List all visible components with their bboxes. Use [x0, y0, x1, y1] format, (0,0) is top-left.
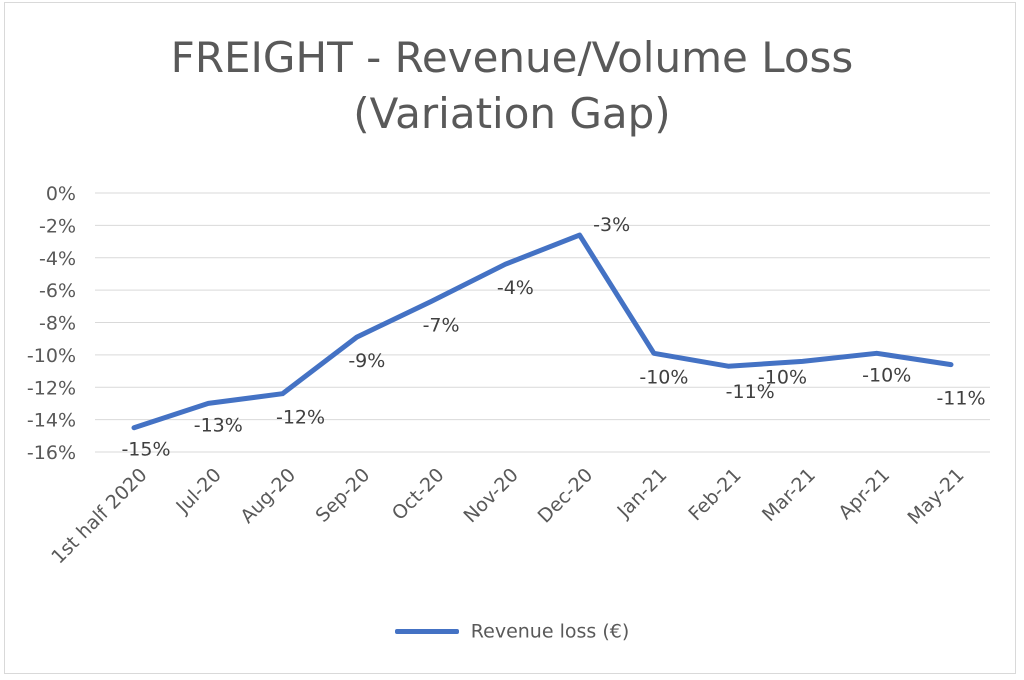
data-label: -15%: [121, 439, 170, 461]
x-tick-label: Sep-20: [312, 464, 375, 527]
y-tick-label: -16%: [27, 442, 76, 464]
data-label: -13%: [194, 414, 243, 436]
chart-title: FREIGHT - Revenue/Volume Loss (Variation…: [0, 30, 1024, 142]
x-tick-label: Mar-21: [758, 464, 820, 526]
data-label: -11%: [936, 388, 985, 410]
data-label: -12%: [276, 407, 325, 429]
y-tick-label: -2%: [39, 215, 76, 237]
chart-frame: [4, 2, 1016, 674]
data-label: -10%: [639, 366, 688, 388]
x-tick-label: Aug-20: [236, 464, 300, 528]
y-tick-label: -8%: [39, 313, 76, 335]
legend-swatch: [394, 629, 459, 634]
x-tick-label: Dec-20: [534, 464, 598, 528]
y-tick-label: -6%: [39, 280, 76, 302]
x-tick-label: Jan-21: [613, 464, 672, 523]
data-label: -10%: [862, 364, 911, 386]
x-tick-label: Feb-21: [684, 464, 745, 525]
chart-title-line-1: FREIGHT - Revenue/Volume Loss: [170, 33, 854, 82]
chart-title-line-2: (Variation Gap): [353, 89, 671, 138]
x-tick-label: Oct-20: [388, 464, 449, 525]
data-label: -10%: [758, 366, 807, 388]
y-tick-label: -4%: [39, 248, 76, 270]
x-tick-label: Apr-21: [834, 464, 894, 524]
x-tick-label: Nov-20: [460, 464, 523, 527]
data-label: -4%: [497, 277, 534, 299]
y-tick-label: 0%: [46, 183, 76, 205]
data-label: -9%: [348, 350, 385, 372]
legend-label: Revenue loss (€): [470, 620, 630, 643]
x-tick-label: 1st half 2020: [47, 464, 151, 568]
y-tick-label: -12%: [27, 377, 76, 399]
y-tick-label: -10%: [27, 345, 76, 367]
series-line-revenue-loss: [131, 232, 954, 431]
data-label: -7%: [423, 314, 460, 336]
x-tick-label: Jul-20: [171, 464, 225, 518]
legend: Revenue loss (€): [0, 620, 1024, 643]
y-tick-label: -14%: [27, 410, 76, 432]
x-tick-label: May-21: [903, 464, 968, 529]
data-label: -3%: [593, 214, 630, 236]
data-label: -11%: [726, 381, 775, 403]
